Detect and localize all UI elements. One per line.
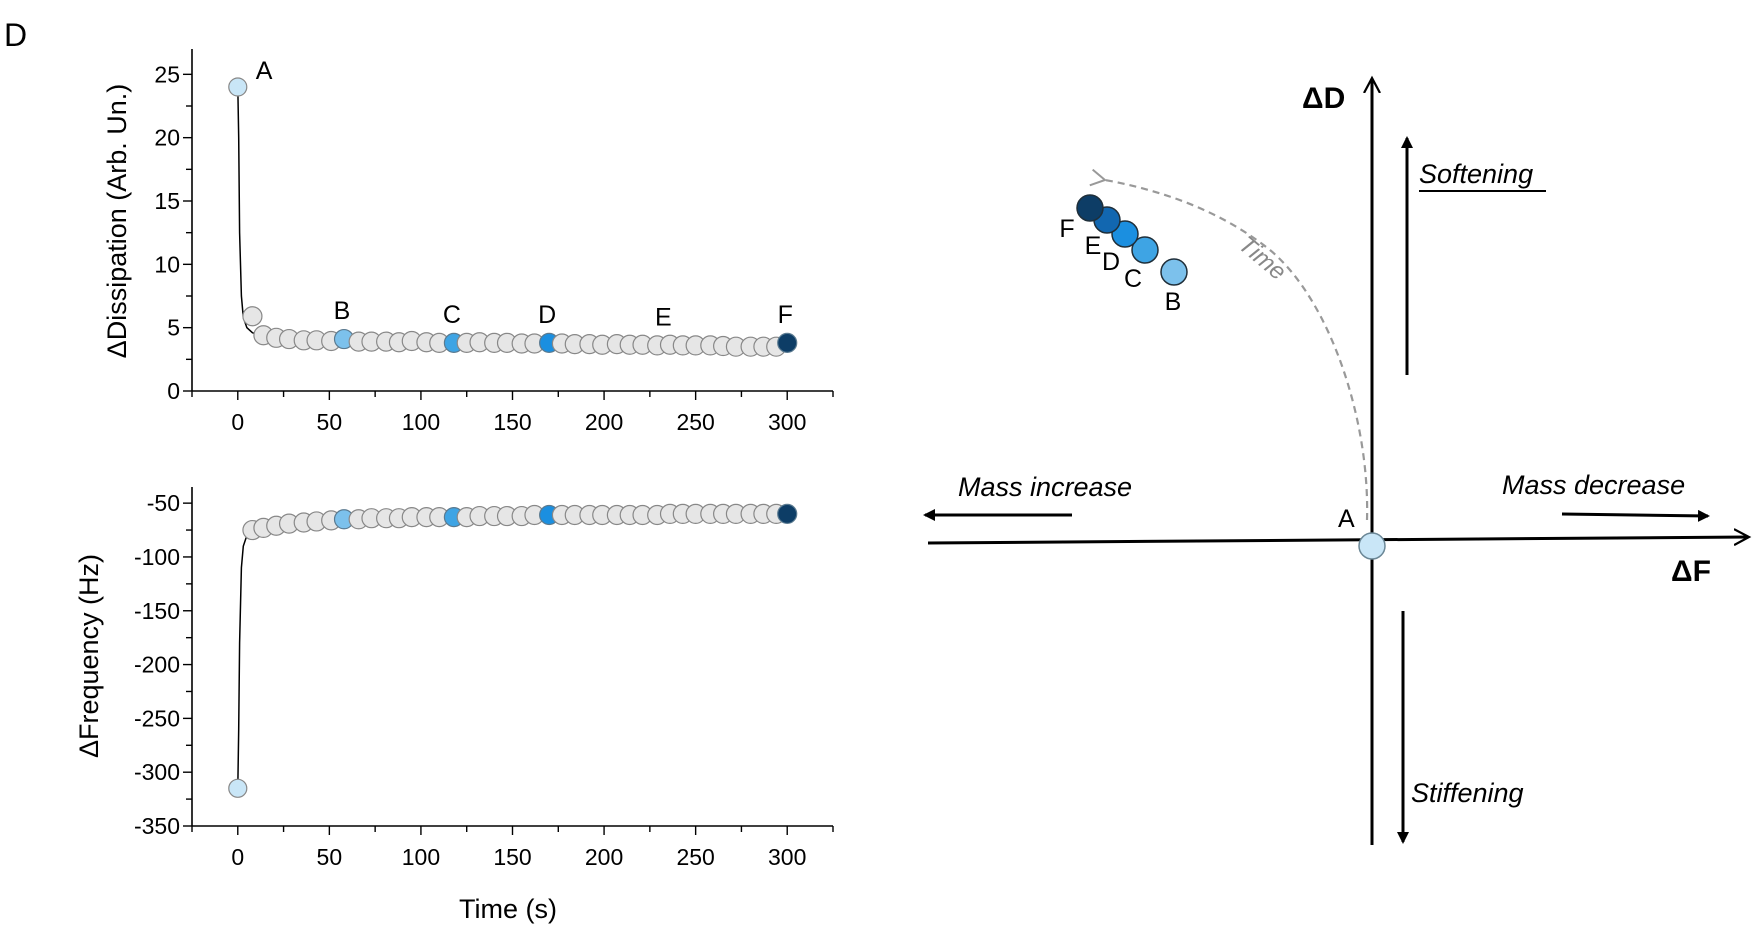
- softening-label: Softening: [1419, 159, 1533, 189]
- x-tick-label: 250: [676, 844, 714, 870]
- data-point-f: [777, 503, 798, 525]
- y-tick-label: 5: [167, 315, 180, 341]
- point-label-d: D: [538, 301, 556, 329]
- dissipation-point-labels: A B C D E F: [256, 57, 793, 331]
- schematic-point-label-c: C: [1124, 265, 1142, 293]
- delta-f-axis-title: ΔF: [1671, 555, 1711, 588]
- mass-increase-label: Mass increase: [958, 472, 1132, 502]
- data-point-a: [228, 778, 248, 798]
- y-tick-label: -200: [134, 652, 180, 678]
- schematic-point-c: [1131, 236, 1159, 264]
- point-label-e: E: [655, 303, 672, 331]
- dissipation-chart: 0 50 100 150 200 250 300 0 5 10 15 20 25 ΔDissipatio…: [102, 49, 834, 435]
- stiffening-label: Stiffening: [1411, 778, 1524, 808]
- y-tick-label: -300: [134, 759, 180, 785]
- schematic-point-label-b: B: [1165, 288, 1182, 316]
- x-tick-label: 300: [768, 409, 806, 435]
- x-tick-label: 50: [317, 409, 343, 435]
- delta-f-axis: [927, 537, 1748, 543]
- time-arrow: [1105, 180, 1369, 521]
- point-label-f: F: [778, 301, 793, 329]
- y-tick-label: 20: [154, 125, 180, 151]
- dissipation-trace-line: [237, 86, 275, 339]
- frequency-ticks: 0 50 100 150 200 250 300 -50 -100 -150 -200 -250 -30…: [134, 490, 834, 870]
- dissipation-ticks: 0 50 100 150 200 250 300 0 5 10 15 20 25: [154, 61, 834, 435]
- schematic-point-label-f: F: [1059, 215, 1074, 243]
- point-label-c: C: [443, 301, 461, 329]
- data-point-a: [228, 77, 248, 97]
- dissipation-y-axis-label: ΔDissipation (Arb. Un.): [102, 84, 132, 359]
- schematic-point-label-d: D: [1102, 248, 1120, 276]
- x-tick-label: 100: [402, 844, 440, 870]
- y-tick-label: 10: [154, 251, 180, 277]
- schematic-point-label-e: E: [1085, 232, 1102, 260]
- time-x-axis-label: Time (s): [459, 894, 557, 924]
- frequency-points: [228, 503, 798, 798]
- y-tick-label: -350: [134, 813, 180, 839]
- y-tick-label: -150: [134, 598, 180, 624]
- y-tick-label: 0: [167, 378, 180, 404]
- y-tick-label: 15: [154, 188, 180, 214]
- schematic-point-b: [1160, 258, 1188, 286]
- x-tick-label: 150: [493, 844, 531, 870]
- y-tick-label: -50: [147, 490, 180, 516]
- frequency-trace-line: [237, 528, 262, 789]
- schematic-point-a: [1358, 532, 1386, 560]
- x-tick-label: 300: [768, 844, 806, 870]
- point-label-b: B: [334, 297, 351, 325]
- point-label-a: A: [256, 57, 273, 85]
- x-tick-label: 150: [493, 409, 531, 435]
- mass-decrease-arrow: [1561, 509, 1710, 522]
- mass-decrease-label: Mass decrease: [1502, 470, 1685, 500]
- schematic-point-a-label: A: [1338, 505, 1355, 533]
- dissipation-points: [228, 77, 798, 357]
- x-tick-label: 100: [402, 409, 440, 435]
- x-tick-label: 200: [585, 409, 623, 435]
- data-point: [242, 306, 263, 327]
- x-tick-label: 50: [317, 844, 343, 870]
- delta-d-axis-title: ΔD: [1302, 82, 1345, 115]
- schematic-point-f: [1076, 194, 1104, 222]
- y-tick-label: 25: [154, 61, 180, 87]
- data-point-f: [777, 332, 798, 353]
- frequency-chart: 0 50 100 150 200 250 300 -50 -100 -150 -200 -250 -30…: [74, 487, 834, 924]
- y-tick-label: -250: [134, 705, 180, 731]
- frequency-y-axis-label: ΔFrequency (Hz): [74, 554, 104, 758]
- x-tick-label: 250: [676, 409, 714, 435]
- x-tick-label: 0: [231, 409, 244, 435]
- df-dd-schematic: ΔF ΔD Softening Stiffening Mass increase…: [923, 79, 1748, 845]
- x-tick-label: 0: [231, 844, 244, 870]
- x-tick-label: 200: [585, 844, 623, 870]
- y-tick-label: -100: [134, 544, 180, 570]
- time-label: Time: [1233, 231, 1291, 286]
- panel-letter: D: [4, 17, 27, 53]
